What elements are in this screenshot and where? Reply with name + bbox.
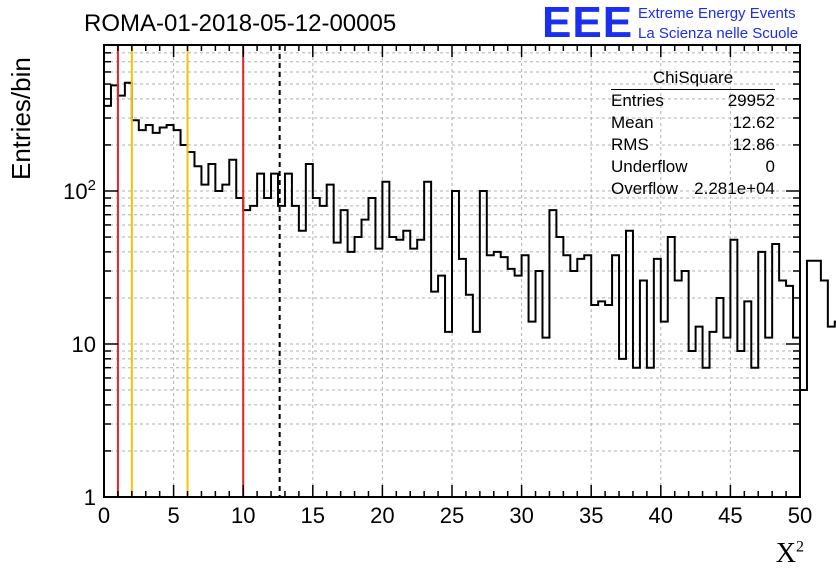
x-tick-label: 15 [301, 503, 325, 528]
stats-label: Mean [611, 113, 654, 132]
stats-label: Overflow [611, 179, 679, 198]
stats-label: RMS [611, 135, 649, 154]
x-tick-label: 50 [788, 503, 812, 528]
stats-value: 12.62 [732, 113, 775, 132]
stats-row-mean: Mean 12.62 [611, 112, 775, 134]
x-axis-label-sup: 2 [796, 538, 804, 556]
stats-value: 0 [765, 157, 775, 176]
x-tick-label: 30 [509, 503, 533, 528]
logo-line-2: La Scienza nelle Scuole [638, 25, 799, 42]
x-tick-label: 25 [440, 503, 464, 528]
chart-title: ROMA-01-2018-05-12-00005 [84, 10, 397, 37]
x-tick-label: 20 [370, 503, 394, 528]
x-axis-label-base: X [775, 538, 796, 569]
stats-box: ChiSquare Entries 29952 Mean 12.62 RMS 1… [611, 68, 775, 200]
y-tick-label-sup: 2 [88, 177, 96, 194]
stats-title: ChiSquare [611, 68, 775, 90]
x-tick-label: 0 [98, 503, 110, 528]
stats-value: 29952 [727, 91, 775, 110]
logo-mark: EEE [542, 0, 634, 47]
stats-row-rms: RMS 12.86 [611, 134, 775, 156]
x-tick-label: 40 [649, 503, 673, 528]
y-axis-label: Entries/bin [6, 57, 36, 180]
x-tick-label: 5 [167, 503, 179, 528]
stats-label: Underflow [611, 157, 688, 176]
stats-row-overflow: Overflow 2.281e+04 [611, 178, 775, 200]
x-tick-label: 35 [579, 503, 603, 528]
stats-value: 2.281e+04 [694, 179, 775, 198]
x-tick-label: 10 [231, 503, 255, 528]
stats-value: 12.86 [732, 135, 775, 154]
y-tick-label: 10 [72, 332, 96, 357]
stats-label: Entries [611, 91, 664, 110]
x-tick-label: 45 [718, 503, 742, 528]
stats-row-entries: Entries 29952 [611, 90, 775, 112]
stats-row-underflow: Underflow 0 [611, 156, 775, 178]
x-axis-label: X2 [776, 538, 804, 570]
y-tick-label: 1 [84, 485, 96, 510]
y-tick-label: 102 [63, 177, 96, 204]
histogram-series [103, 81, 836, 497]
logo-line-1: Extreme Energy Events [638, 5, 796, 22]
